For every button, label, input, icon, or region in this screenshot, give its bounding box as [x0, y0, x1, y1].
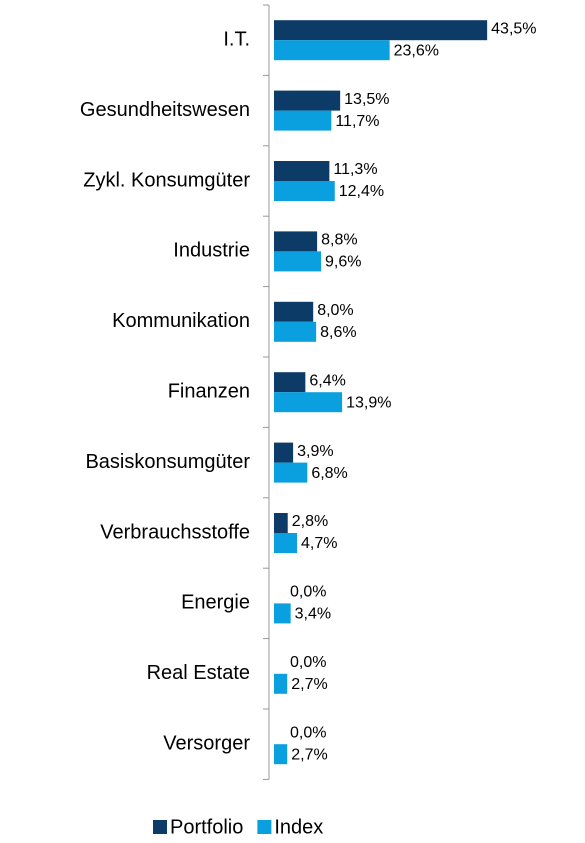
category-label: I.T.	[223, 28, 250, 50]
value-label: 2,8%	[292, 513, 328, 530]
legend-swatch	[153, 820, 167, 834]
bar	[274, 533, 298, 553]
bar	[274, 301, 314, 322]
value-label: 2,7%	[291, 676, 327, 693]
category-label: Finanzen	[168, 380, 250, 402]
value-label: 43,5%	[491, 20, 536, 37]
bar	[274, 673, 288, 694]
value-label: 11,7%	[335, 113, 379, 130]
value-label: 8,6%	[320, 324, 356, 341]
bar	[274, 513, 288, 533]
bar	[274, 40, 390, 61]
value-label: 2,7%	[291, 746, 327, 763]
bar	[274, 110, 332, 131]
value-label: 13,5%	[344, 91, 389, 108]
legend-swatch	[257, 820, 272, 834]
bar	[274, 744, 288, 765]
category-label: Kommunikation	[112, 310, 250, 332]
value-label: 0,0%	[290, 724, 326, 741]
category-label: Gesundheitswesen	[80, 99, 250, 121]
value-label: 9,6%	[325, 254, 361, 271]
value-label: 8,0%	[317, 302, 353, 319]
bar	[274, 231, 318, 252]
bar	[274, 251, 322, 272]
bar	[274, 603, 291, 624]
value-label: 8,8%	[321, 232, 357, 249]
value-label: 12,4%	[339, 183, 384, 200]
bar	[274, 442, 294, 463]
value-label: 6,8%	[311, 465, 347, 482]
value-label: 6,4%	[309, 372, 345, 389]
value-label: 0,0%	[290, 584, 326, 601]
bar	[274, 462, 308, 483]
legend-label: Index	[274, 816, 323, 838]
bar	[274, 90, 341, 111]
category-label: Zykl. Konsumgüter	[83, 169, 250, 191]
value-label: 3,9%	[297, 443, 333, 460]
value-label: 13,9%	[346, 394, 391, 411]
bar	[274, 181, 335, 201]
value-label: 0,0%	[290, 654, 326, 671]
bar	[274, 161, 330, 181]
value-label: 23,6%	[394, 42, 439, 59]
category-label: Verbrauchsstoffe	[100, 521, 250, 543]
category-label: Real Estate	[147, 662, 250, 684]
category-label: Energie	[181, 592, 250, 614]
bar	[274, 20, 488, 41]
category-label: Versorger	[163, 732, 250, 754]
bar	[274, 321, 317, 342]
bar	[274, 372, 306, 393]
category-label: Industrie	[173, 240, 250, 262]
value-label: 3,4%	[295, 606, 331, 623]
legend-label: Portfolio	[170, 816, 243, 838]
value-label: 11,3%	[333, 161, 377, 178]
category-label: Basiskonsumgüter	[85, 451, 250, 473]
bar	[274, 392, 343, 413]
value-label: 4,7%	[301, 535, 337, 552]
